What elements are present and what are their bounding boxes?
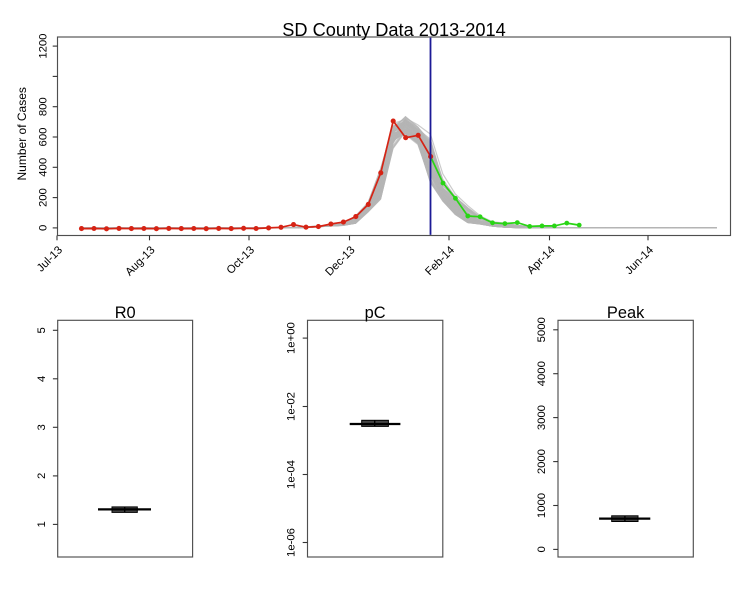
svg-text:400: 400 xyxy=(38,158,50,177)
svg-text:0: 0 xyxy=(38,225,50,231)
svg-text:800: 800 xyxy=(38,97,50,116)
svg-text:600: 600 xyxy=(38,128,50,147)
svg-text:2000: 2000 xyxy=(536,449,548,474)
svg-text:1e+00: 1e+00 xyxy=(286,322,298,354)
svg-text:4000: 4000 xyxy=(536,361,548,386)
svg-text:1e-04: 1e-04 xyxy=(286,460,298,489)
svg-text:0: 0 xyxy=(536,546,548,552)
svg-text:1e-06: 1e-06 xyxy=(286,528,298,557)
svg-text:SD County Data 2013-2014: SD County Data 2013-2014 xyxy=(282,20,505,40)
svg-text:2: 2 xyxy=(36,473,48,479)
svg-text:R0: R0 xyxy=(115,304,136,322)
svg-text:3: 3 xyxy=(36,424,48,430)
svg-text:Number of Cases: Number of Cases xyxy=(15,87,29,180)
svg-text:1e-02: 1e-02 xyxy=(286,392,298,421)
svg-text:pC: pC xyxy=(365,304,386,322)
svg-text:1200: 1200 xyxy=(38,34,50,59)
svg-text:5: 5 xyxy=(36,327,48,333)
svg-text:1000: 1000 xyxy=(536,493,548,518)
svg-text:1: 1 xyxy=(36,521,48,527)
svg-text:5000: 5000 xyxy=(536,317,548,342)
svg-text:200: 200 xyxy=(38,188,50,207)
svg-text:4: 4 xyxy=(36,376,48,382)
svg-text:3000: 3000 xyxy=(536,405,548,430)
svg-text:Peak: Peak xyxy=(607,304,645,322)
